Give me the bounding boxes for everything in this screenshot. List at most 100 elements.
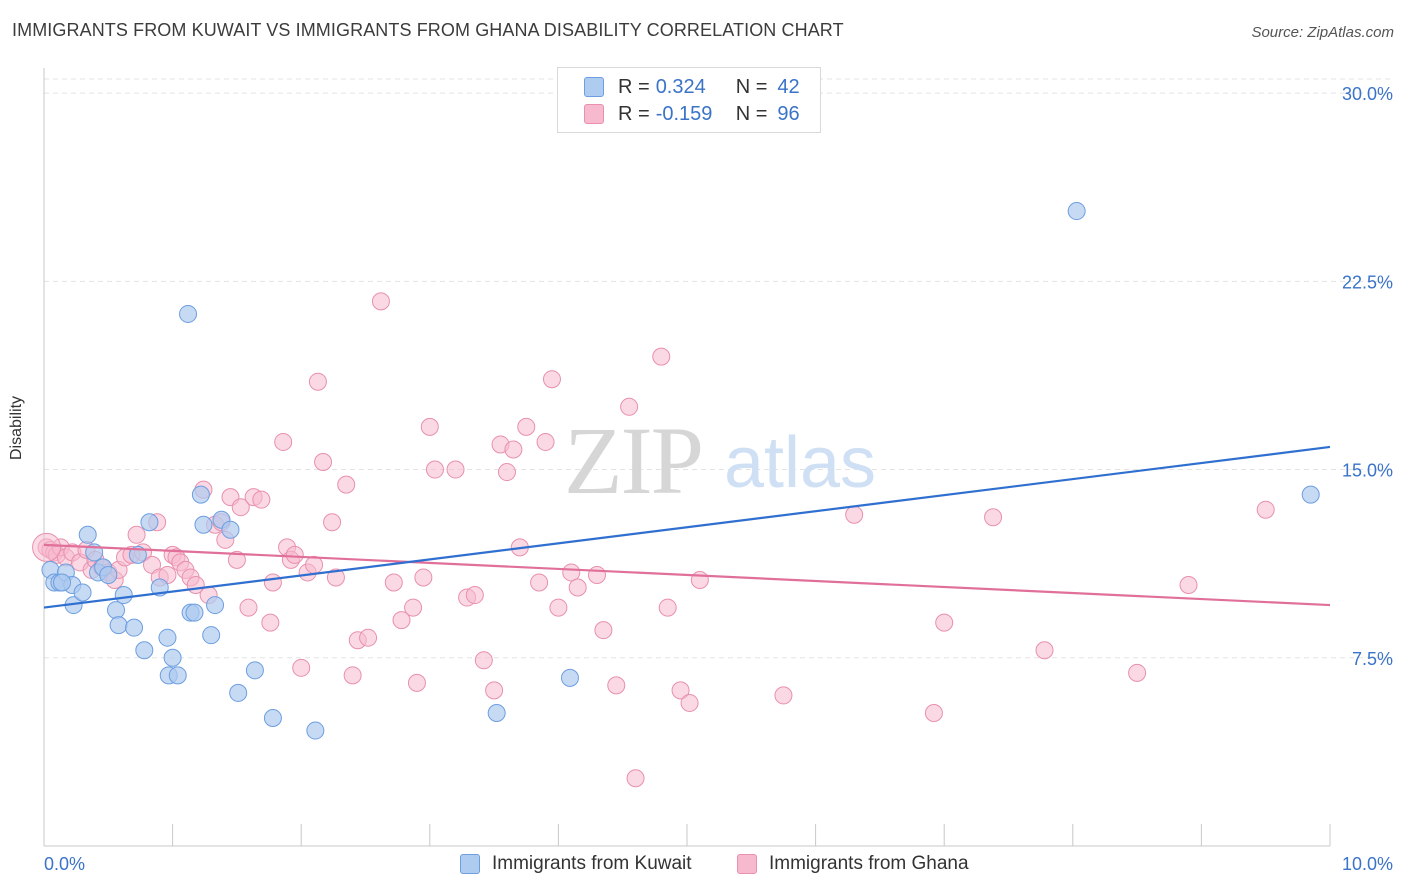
ghana-point	[530, 573, 549, 592]
legend-row-ghana: R = -0.159 N = 96	[584, 102, 800, 126]
kuwait-point	[99, 565, 118, 584]
ghana-point	[542, 370, 561, 389]
legend-r-label: R =	[618, 102, 650, 125]
legend-n-label: N =	[735, 75, 768, 98]
axes	[43, 68, 1331, 847]
ghana-point	[671, 681, 690, 700]
kuwait-point	[1301, 485, 1320, 504]
ghana-point	[392, 611, 411, 630]
ghana-point	[285, 545, 304, 564]
ghana-point	[536, 432, 555, 451]
kuwait-point	[560, 668, 579, 687]
y-tick-label: 15.0%	[1342, 461, 1393, 481]
ghana-point	[261, 613, 280, 632]
ghana-point	[127, 525, 146, 544]
watermark-atlas: atlas	[724, 423, 876, 503]
kuwait-point	[107, 601, 126, 620]
kuwait-point	[206, 596, 225, 615]
ghana-point	[1256, 500, 1275, 519]
ghana-trend-line	[43, 543, 1331, 607]
ghana-point	[32, 532, 62, 562]
kuwait-swatch	[584, 77, 604, 97]
ghana-point	[465, 586, 484, 605]
kuwait-point	[114, 586, 133, 605]
bottom-legend-kuwait: Immigrants from Kuwait	[460, 853, 692, 875]
kuwait-point	[78, 525, 97, 544]
kuwait-legend-swatch	[460, 854, 480, 874]
kuwait-point	[245, 661, 264, 680]
kuwait-point	[191, 485, 210, 504]
ghana-point	[594, 621, 613, 640]
kuwait-point	[1067, 202, 1086, 221]
kuwait-point	[306, 721, 325, 740]
ghana-point	[359, 628, 378, 647]
ghana-point	[935, 613, 954, 632]
ghana-point	[474, 651, 493, 670]
y-tick-label: 22.5%	[1342, 272, 1393, 292]
kuwait-trend-line	[43, 445, 1331, 609]
kuwait-point	[229, 683, 248, 702]
kuwait-legend-label: Immigrants from Kuwait	[492, 853, 692, 874]
ghana-point	[984, 508, 1003, 527]
ghana-point	[1128, 663, 1147, 682]
kuwait-point	[73, 583, 92, 602]
grid-lines	[44, 78, 1392, 659]
ghana-point	[337, 475, 356, 494]
ghana-swatch	[584, 104, 604, 124]
kuwait-point	[194, 515, 213, 534]
ghana-point	[407, 673, 426, 692]
ghana-point	[343, 666, 362, 685]
ghana-point	[607, 676, 626, 695]
kuwait-point	[487, 703, 506, 722]
legend-row-kuwait: R = 0.324 N = 42	[584, 75, 800, 99]
y-tick-label: 7.5%	[1352, 649, 1393, 669]
ghana-point	[292, 658, 311, 677]
ghana-point	[568, 578, 587, 597]
bottom-legend-ghana: Immigrants from Ghana	[737, 853, 969, 875]
kuwait-point	[202, 626, 221, 645]
ghana-point	[587, 565, 606, 584]
kuwait-point	[168, 666, 187, 685]
ghana-point	[371, 292, 390, 311]
ghana-point	[517, 417, 536, 436]
kuwait-point	[135, 641, 154, 660]
kuwait-point	[163, 648, 182, 667]
legend-r-value: -0.159	[655, 102, 713, 125]
ghana-point	[485, 681, 504, 700]
ghana-point	[680, 693, 699, 712]
y-tick-label: 30.0%	[1342, 84, 1393, 104]
ghana-point	[308, 372, 327, 391]
ghana-point	[620, 397, 639, 416]
ghana-point	[1179, 575, 1198, 594]
kuwait-point	[140, 513, 159, 532]
kuwait-point	[158, 628, 177, 647]
ghana-point	[774, 686, 793, 705]
stats-legend: R = 0.324 N = 42 R = -0.159 N = 96	[557, 67, 821, 133]
ghana-point	[414, 568, 433, 587]
ghana-point	[446, 460, 465, 479]
x-tick-label-end: 10.0%	[1342, 854, 1393, 874]
ghana-point	[425, 460, 444, 479]
kuwait-series	[41, 202, 1320, 740]
trend-lines	[43, 445, 1331, 609]
x-tick-label-start: 0.0%	[44, 854, 85, 874]
kuwait-point	[185, 603, 204, 622]
kuwait-point	[128, 545, 147, 564]
ghana-point	[384, 573, 403, 592]
ghana-point	[497, 463, 516, 482]
ghana-point	[420, 417, 439, 436]
ghana-point	[549, 598, 568, 617]
ghana-series	[32, 292, 1275, 788]
ghana-point	[252, 490, 271, 509]
ghana-point	[323, 513, 342, 532]
watermark-zip: ZIP	[564, 407, 702, 514]
kuwait-point	[53, 573, 72, 592]
ghana-point	[239, 598, 258, 617]
legend-n-value: 42	[777, 75, 800, 98]
chart-title: IMMIGRANTS FROM KUWAIT VS IMMIGRANTS FRO…	[12, 20, 844, 40]
y-axis-title: Disability	[8, 395, 25, 460]
ghana-point	[658, 598, 677, 617]
ghana-point	[845, 505, 864, 524]
kuwait-point	[125, 618, 144, 637]
